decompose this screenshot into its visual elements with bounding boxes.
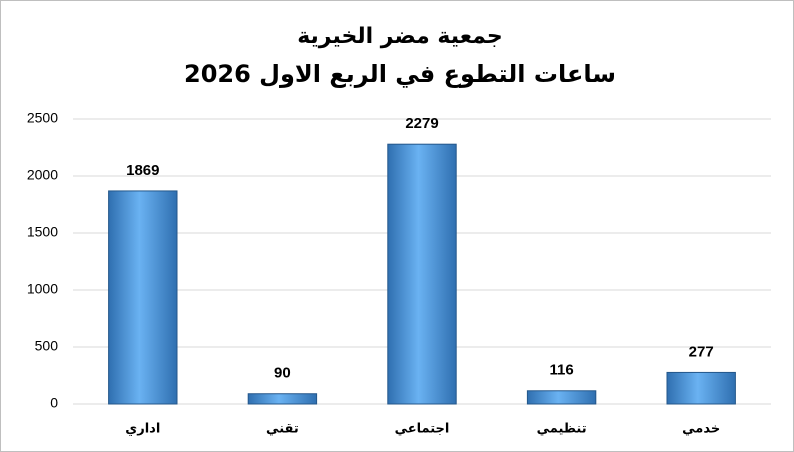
y-tick-label: 1000 — [27, 281, 58, 297]
value-label: 90 — [274, 365, 291, 382]
x-tick-label: اداري — [125, 422, 160, 437]
x-tick-label: تنظيمي — [537, 422, 587, 437]
x-tick-label: خدمي — [682, 422, 720, 437]
y-tick-label: 2000 — [27, 167, 58, 183]
chart-subtitle: ساعات التطوع في الربع الاول 2026 — [184, 60, 616, 88]
y-tick-label: 0 — [50, 395, 58, 411]
bar — [526, 390, 597, 405]
value-label: 2279 — [405, 115, 438, 132]
x-tick-label: تقني — [266, 422, 299, 437]
bar — [108, 190, 178, 405]
y-tick-label: 2500 — [27, 110, 58, 126]
bar — [666, 371, 736, 405]
x-tick-label: اجتماعي — [395, 422, 450, 437]
bar — [387, 143, 457, 405]
value-label: 1869 — [126, 162, 159, 179]
value-label: 277 — [689, 343, 714, 360]
bar — [247, 393, 318, 405]
chart-title: جمعية مضر الخيرية — [297, 24, 503, 49]
y-tick-label: 1500 — [27, 224, 58, 240]
value-label: 116 — [549, 362, 573, 379]
y-tick-label: 500 — [35, 338, 59, 354]
